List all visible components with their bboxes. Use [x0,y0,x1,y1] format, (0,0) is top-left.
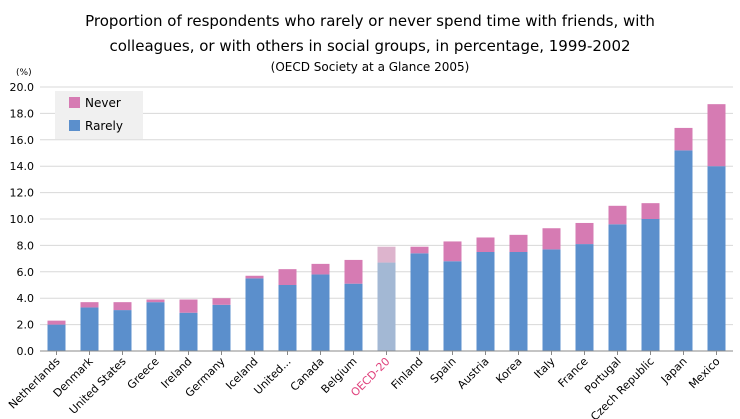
bar-never [212,298,231,305]
bar-rarely [575,244,594,351]
bar-never [113,302,132,311]
x-tick-label: United... [251,355,293,397]
y-tick-label: 2.0 [17,319,35,332]
x-tick-label: Japan [658,355,690,387]
bar-never [443,241,462,262]
bar-never [344,259,363,284]
bar-rarely [410,253,429,351]
x-tick-label: Greece [125,355,162,392]
bar-never [146,299,165,303]
bar-never [47,320,66,325]
bar-never [476,237,495,252]
bar-rarely [278,285,297,351]
chart-title-line-2: colleagues, or with others in social gro… [109,37,631,55]
chart-subtitle: (OECD Society at a Glance 2005) [270,60,470,74]
bar-rarely [47,324,66,351]
bar-rarely [146,302,165,351]
bar-rarely [443,261,462,351]
y-tick-label: 14.0 [10,160,35,173]
legend-swatch-never [69,97,80,108]
bar-rarely [509,252,528,351]
x-tick-label: Spain [428,355,459,386]
bar-rarely [212,304,231,351]
chart-title-line-1: Proportion of respondents who rarely or … [85,12,655,30]
x-tick-label: Korea [493,355,524,386]
bar-rarely [344,283,363,351]
bar-rarely [542,249,561,351]
bar-never [278,269,297,285]
y-tick-label: 6.0 [17,266,35,279]
bar-rarely [80,307,99,351]
bar-never [707,104,726,167]
bar-never [608,205,627,225]
bar-never [179,299,198,313]
y-tick-label: 16.0 [10,134,35,147]
legend-label-never: Never [85,96,121,110]
bar-rarely [311,274,330,351]
y-tick-label: 20.0 [10,81,35,94]
y-tick-label: 10.0 [10,213,35,226]
y-tick-label: 12.0 [10,187,35,200]
bar-never [80,302,99,308]
bar-never [410,246,429,254]
x-tick-label: Austria [455,355,492,392]
bar-never [542,228,561,250]
bar-never [377,246,396,263]
bar-never [674,127,693,151]
bar-never [509,234,528,252]
bar-rarely [377,262,396,351]
bar-rarely [245,278,264,351]
y-tick-label: 8.0 [17,239,35,252]
bar-never [575,222,594,245]
bar-never [641,203,660,219]
y-tick-label: 18.0 [10,107,35,120]
bars [47,104,726,351]
x-tick-label: Netherlands [6,355,63,412]
y-tick-label: 4.0 [17,292,35,305]
legend-swatch-rarely [69,120,80,131]
x-tick-label: Mexico [686,355,723,392]
bar-rarely [674,150,693,351]
y-tick-label: 0.0 [17,345,35,358]
bar-rarely [113,310,132,351]
legend: Never Rarely [55,91,143,139]
bar-never [311,263,330,275]
bar-rarely [608,224,627,351]
x-tick-label: Italy [532,355,558,381]
bar-rarely [641,219,660,351]
bar-never [245,275,264,279]
x-tick-label: Finland [389,355,426,392]
legend-label-rarely: Rarely [85,119,123,133]
bar-rarely [707,166,726,351]
y-axis-label: (%) [16,68,32,78]
bar-rarely [179,312,198,351]
bar-rarely [476,252,495,351]
